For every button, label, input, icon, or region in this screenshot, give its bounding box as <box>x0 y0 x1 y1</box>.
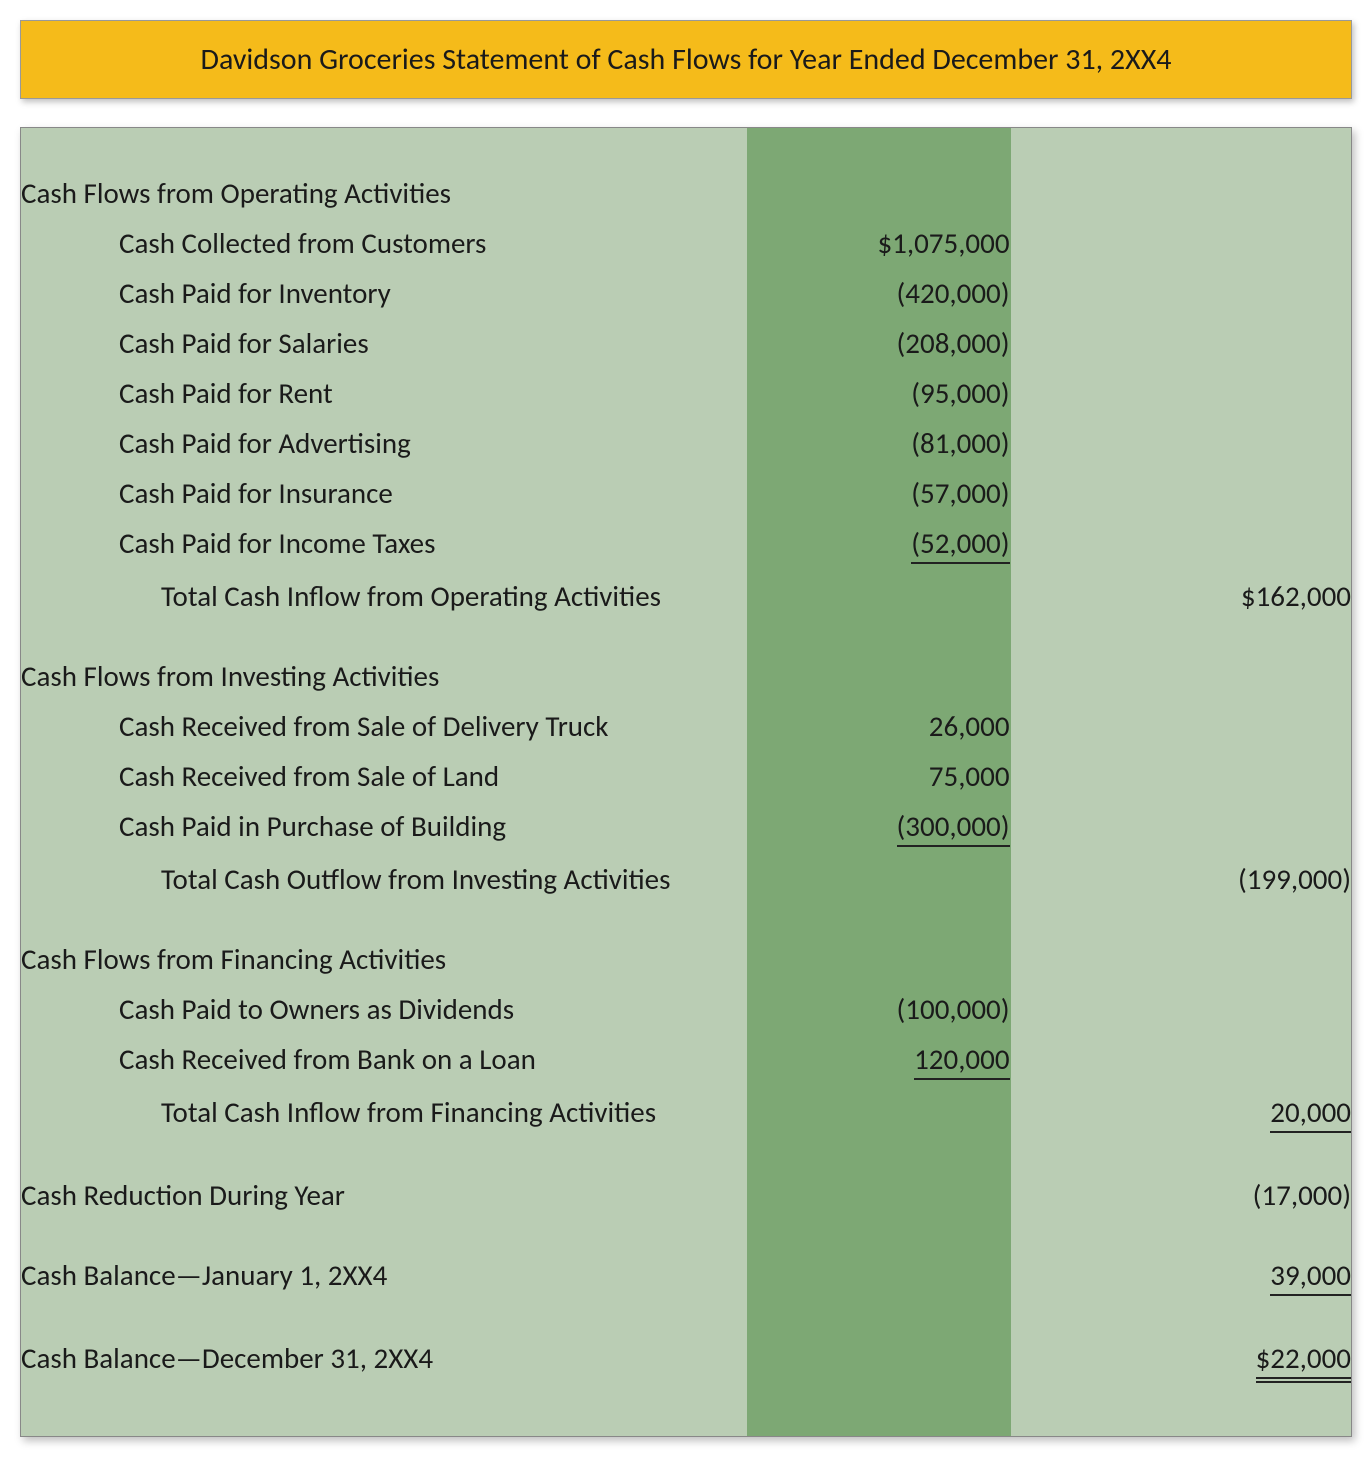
amount-total: (17,000) <box>1010 1170 1351 1220</box>
amount-total <box>1010 651 1351 701</box>
table-row <box>21 1303 1351 1333</box>
amount-total <box>1010 801 1351 854</box>
amount-detail: (95,000) <box>746 368 1010 418</box>
table-row: Cash Flows from Operating Activities <box>21 168 1351 218</box>
table-row: Total Cash Inflow from Operating Activit… <box>21 571 1351 621</box>
row-label: Cash Reduction During Year <box>21 1170 746 1220</box>
table-row: Total Cash Outflow from Investing Activi… <box>21 854 1351 904</box>
amount-total <box>1010 751 1351 801</box>
amount-detail <box>746 934 1010 984</box>
amount-total <box>1010 268 1351 318</box>
amount-total: (199,000) <box>1010 854 1351 904</box>
amount-detail: 26,000 <box>746 701 1010 751</box>
row-label: Cash Flows from Operating Activities <box>21 168 746 218</box>
amount-detail <box>746 168 1010 218</box>
amount-detail: (52,000) <box>746 518 1010 571</box>
table-row <box>21 904 1351 934</box>
row-label: Cash Paid to Owners as Dividends <box>21 984 746 1034</box>
amount-total <box>1010 934 1351 984</box>
row-label: Cash Flows from Financing Activities <box>21 934 746 984</box>
amount-detail <box>746 571 1010 621</box>
row-label: Total Cash Inflow from Operating Activit… <box>21 571 746 621</box>
table-row: Cash Paid for Inventory(420,000) <box>21 268 1351 318</box>
amount-total: 20,000 <box>1010 1087 1351 1140</box>
amount-detail: (57,000) <box>746 468 1010 518</box>
table-row: Cash Collected from Customers$1,075,000 <box>21 218 1351 268</box>
table-row: Cash Paid for Advertising(81,000) <box>21 418 1351 468</box>
amount-total <box>1010 701 1351 751</box>
row-label: Cash Collected from Customers <box>21 218 746 268</box>
table-row: Cash Paid for Salaries(208,000) <box>21 318 1351 368</box>
table-row: Cash Balance—December 31, 2XX4 $22,000 <box>21 1333 1351 1386</box>
amount-detail: (300,000) <box>746 801 1010 854</box>
table-row <box>21 1140 1351 1170</box>
amount-detail <box>746 1087 1010 1140</box>
table-row: Cash Flows from Financing Activities <box>21 934 1351 984</box>
amount-total <box>1010 984 1351 1034</box>
amount-total: 39,000 <box>1010 1250 1351 1303</box>
table-row: Total Cash Inflow from Financing Activit… <box>21 1087 1351 1140</box>
table-row: Cash Paid in Purchase of Building(300,00… <box>21 801 1351 854</box>
amount-detail <box>746 1250 1010 1303</box>
amount-detail <box>746 1333 1010 1386</box>
row-label: Cash Paid for Inventory <box>21 268 746 318</box>
amount-total <box>1010 518 1351 571</box>
amount-total <box>1010 368 1351 418</box>
row-label: Total Cash Outflow from Investing Activi… <box>21 854 746 904</box>
amount-detail: (208,000) <box>746 318 1010 368</box>
row-label: Cash Received from Bank on a Loan <box>21 1034 746 1087</box>
amount-detail <box>746 651 1010 701</box>
row-label: Cash Paid for Advertising <box>21 418 746 468</box>
amount-detail: (100,000) <box>746 984 1010 1034</box>
amount-detail: (420,000) <box>746 268 1010 318</box>
table-row: Cash Reduction During Year (17,000) <box>21 1170 1351 1220</box>
row-label: Total Cash Inflow from Financing Activit… <box>21 1087 746 1140</box>
amount-total: $22,000 <box>1010 1333 1351 1386</box>
amount-detail <box>746 854 1010 904</box>
table-row: Cash Paid for Insurance(57,000) <box>21 468 1351 518</box>
table-row: Cash Received from Bank on a Loan120,000 <box>21 1034 1351 1087</box>
row-label: Cash Paid for Salaries <box>21 318 746 368</box>
row-label: Cash Balance—December 31, 2XX4 <box>21 1333 746 1386</box>
table-row: Cash Flows from Investing Activities <box>21 651 1351 701</box>
amount-detail <box>746 1170 1010 1220</box>
table-row: Cash Paid to Owners as Dividends(100,000… <box>21 984 1351 1034</box>
row-label: Cash Paid for Income Taxes <box>21 518 746 571</box>
table-row: Cash Received from Sale of Delivery Truc… <box>21 701 1351 751</box>
amount-total: $162,000 <box>1010 571 1351 621</box>
table-row <box>21 621 1351 651</box>
amount-total <box>1010 218 1351 268</box>
row-label: Cash Received from Sale of Land <box>21 751 746 801</box>
row-label: Cash Paid for Insurance <box>21 468 746 518</box>
amount-detail: $1,075,000 <box>746 218 1010 268</box>
amount-total <box>1010 468 1351 518</box>
table-row: Cash Received from Sale of Land75,000 <box>21 751 1351 801</box>
row-label: Cash Paid for Rent <box>21 368 746 418</box>
statement-body: Cash Flows from Operating ActivitiesCash… <box>20 127 1352 1437</box>
row-label: Cash Paid in Purchase of Building <box>21 801 746 854</box>
amount-total <box>1010 418 1351 468</box>
amount-total <box>1010 318 1351 368</box>
table-row: Cash Balance—January 1, 2XX4 39,000 <box>21 1250 1351 1303</box>
row-label: Cash Flows from Investing Activities <box>21 651 746 701</box>
table-row <box>21 1220 1351 1250</box>
row-label: Cash Received from Sale of Delivery Truc… <box>21 701 746 751</box>
amount-detail: (81,000) <box>746 418 1010 468</box>
amount-total <box>1010 168 1351 218</box>
amount-total <box>1010 1034 1351 1087</box>
table-row: Cash Paid for Income Taxes(52,000) <box>21 518 1351 571</box>
row-label: Cash Balance—January 1, 2XX4 <box>21 1250 746 1303</box>
amount-detail: 75,000 <box>746 751 1010 801</box>
table-row: Cash Paid for Rent(95,000) <box>21 368 1351 418</box>
cash-flow-table: Cash Flows from Operating ActivitiesCash… <box>21 168 1351 1386</box>
amount-detail: 120,000 <box>746 1034 1010 1087</box>
cash-flow-statement: Davidson Groceries Statement of Cash Flo… <box>20 20 1352 1437</box>
statement-title: Davidson Groceries Statement of Cash Flo… <box>20 20 1352 99</box>
